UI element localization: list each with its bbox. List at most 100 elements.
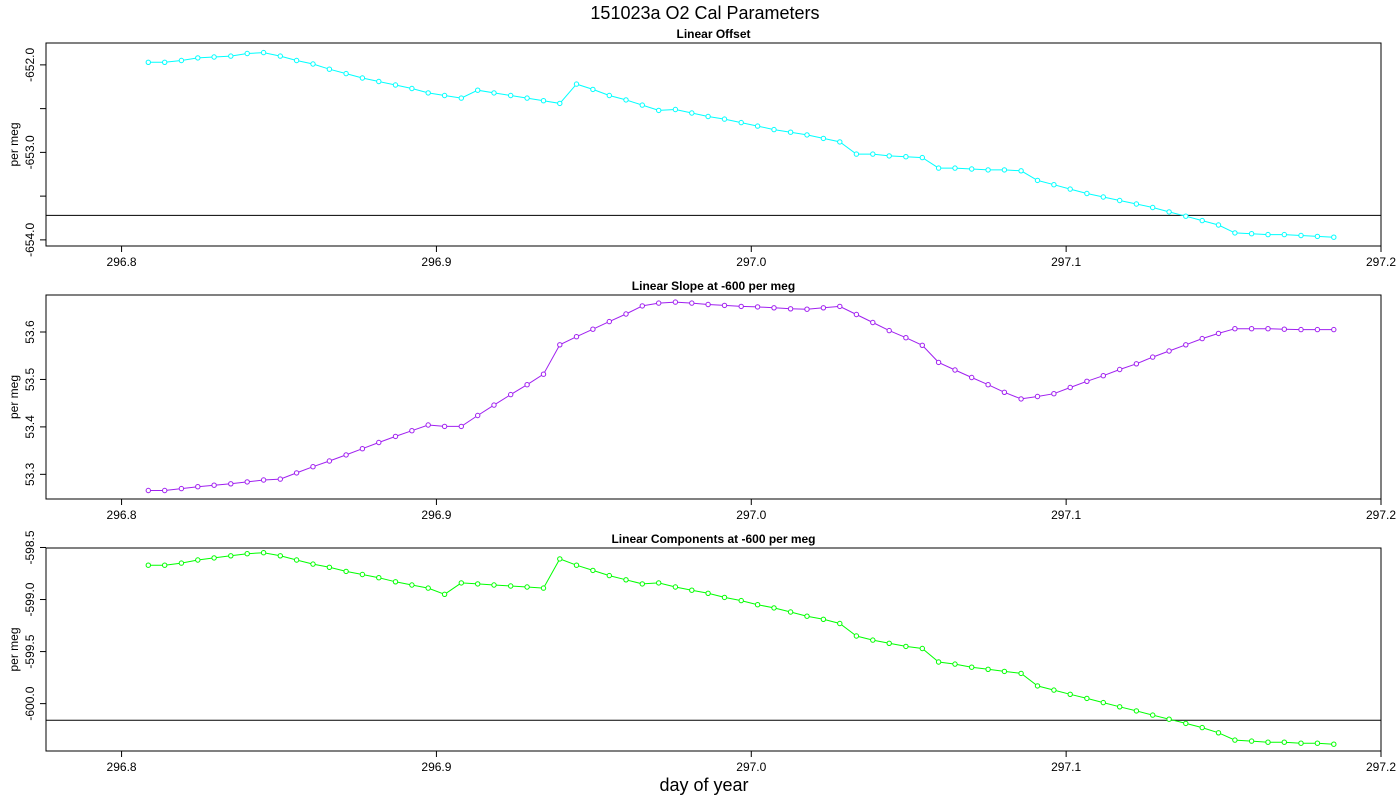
data-point — [1133, 708, 1140, 714]
y-tick-label: -598.5 — [23, 530, 37, 564]
data-point — [1215, 222, 1222, 228]
data-point — [623, 577, 629, 583]
data-point — [754, 304, 761, 310]
data-point — [573, 562, 580, 568]
data-point — [1199, 217, 1205, 224]
data-point — [639, 102, 645, 108]
data-point — [820, 135, 827, 142]
y-axis-label: per meg — [7, 375, 21, 419]
data-point — [689, 300, 695, 306]
data-point — [903, 154, 909, 160]
data-point — [1034, 177, 1041, 184]
data-point — [1051, 687, 1057, 693]
data-point — [1100, 373, 1107, 379]
x-tick-label: 296.8 — [107, 255, 137, 269]
data-point — [441, 92, 448, 99]
data-point — [919, 645, 925, 652]
data-point — [1314, 740, 1321, 746]
data-point — [508, 92, 514, 99]
data-point — [540, 98, 547, 104]
data-point — [705, 113, 711, 120]
data-point — [475, 581, 481, 587]
data-point — [475, 87, 481, 93]
data-point — [425, 422, 431, 428]
data-point — [1051, 182, 1057, 188]
data-point — [623, 311, 629, 317]
data-point — [1314, 233, 1321, 240]
data-point — [145, 59, 152, 65]
data-point — [1166, 209, 1172, 215]
x-tick-label: 296.8 — [107, 508, 137, 522]
data-point — [639, 581, 645, 587]
data-point — [787, 609, 794, 615]
data-point — [508, 391, 514, 398]
data-point — [228, 481, 234, 487]
data-point — [672, 106, 679, 113]
data-point — [491, 402, 497, 408]
data-point — [870, 151, 876, 157]
data-point — [804, 132, 810, 138]
data-point — [590, 567, 596, 574]
data-point — [590, 86, 596, 93]
y-tick-label: 53.4 — [23, 415, 37, 439]
data-point — [293, 470, 300, 476]
y-axis-label: per meg — [7, 122, 21, 166]
data-point — [524, 382, 530, 388]
data-point — [903, 643, 909, 650]
data-point — [919, 154, 925, 161]
data-point — [1051, 391, 1057, 397]
data-point — [1018, 168, 1024, 174]
data-point — [853, 151, 860, 157]
data-point — [244, 479, 250, 485]
data-point — [1265, 326, 1271, 332]
data-point — [787, 129, 794, 135]
data-point — [277, 476, 283, 482]
data-point — [837, 139, 843, 145]
data-point — [359, 446, 366, 452]
data-point — [557, 342, 563, 348]
data-point — [820, 616, 827, 622]
data-point — [721, 116, 728, 122]
data-point — [359, 571, 366, 578]
data-point — [1001, 668, 1008, 675]
data-point — [145, 562, 152, 568]
data-point — [606, 92, 612, 99]
data-point — [392, 579, 399, 585]
data-point — [1183, 213, 1189, 219]
data-point — [277, 553, 283, 559]
data-point — [754, 123, 761, 129]
data-point — [1166, 716, 1172, 722]
data-point — [705, 301, 711, 308]
data-point — [524, 584, 530, 590]
x-tick-label: 297.1 — [1051, 760, 1081, 774]
data-point — [409, 428, 415, 434]
data-point — [1298, 326, 1304, 333]
data-point — [952, 367, 958, 373]
main-title: 151023a O2 Cal Parameters — [590, 3, 819, 23]
data-point — [343, 452, 349, 458]
data-point — [1100, 699, 1107, 706]
data-point — [557, 100, 563, 107]
data-point — [1248, 326, 1255, 332]
data-point — [738, 597, 744, 604]
x-axis-label: day of year — [659, 775, 748, 795]
x-tick-label: 297.0 — [736, 508, 766, 522]
data-point — [540, 371, 547, 377]
data-point — [1067, 384, 1073, 391]
data-point — [310, 561, 316, 567]
data-point — [1034, 683, 1041, 689]
data-point — [376, 439, 382, 446]
data-point — [573, 334, 580, 340]
x-tick-label: 296.9 — [421, 508, 451, 522]
y-tick-label: -652.0 — [23, 48, 37, 82]
data-point — [458, 423, 464, 430]
data-point — [935, 659, 942, 665]
data-point — [738, 303, 744, 310]
y-tick-label: -653.0 — [23, 135, 37, 169]
data-point — [1084, 190, 1090, 197]
data-point — [1133, 201, 1140, 207]
data-point — [178, 485, 185, 492]
data-point — [458, 95, 464, 101]
data-point — [310, 464, 316, 470]
